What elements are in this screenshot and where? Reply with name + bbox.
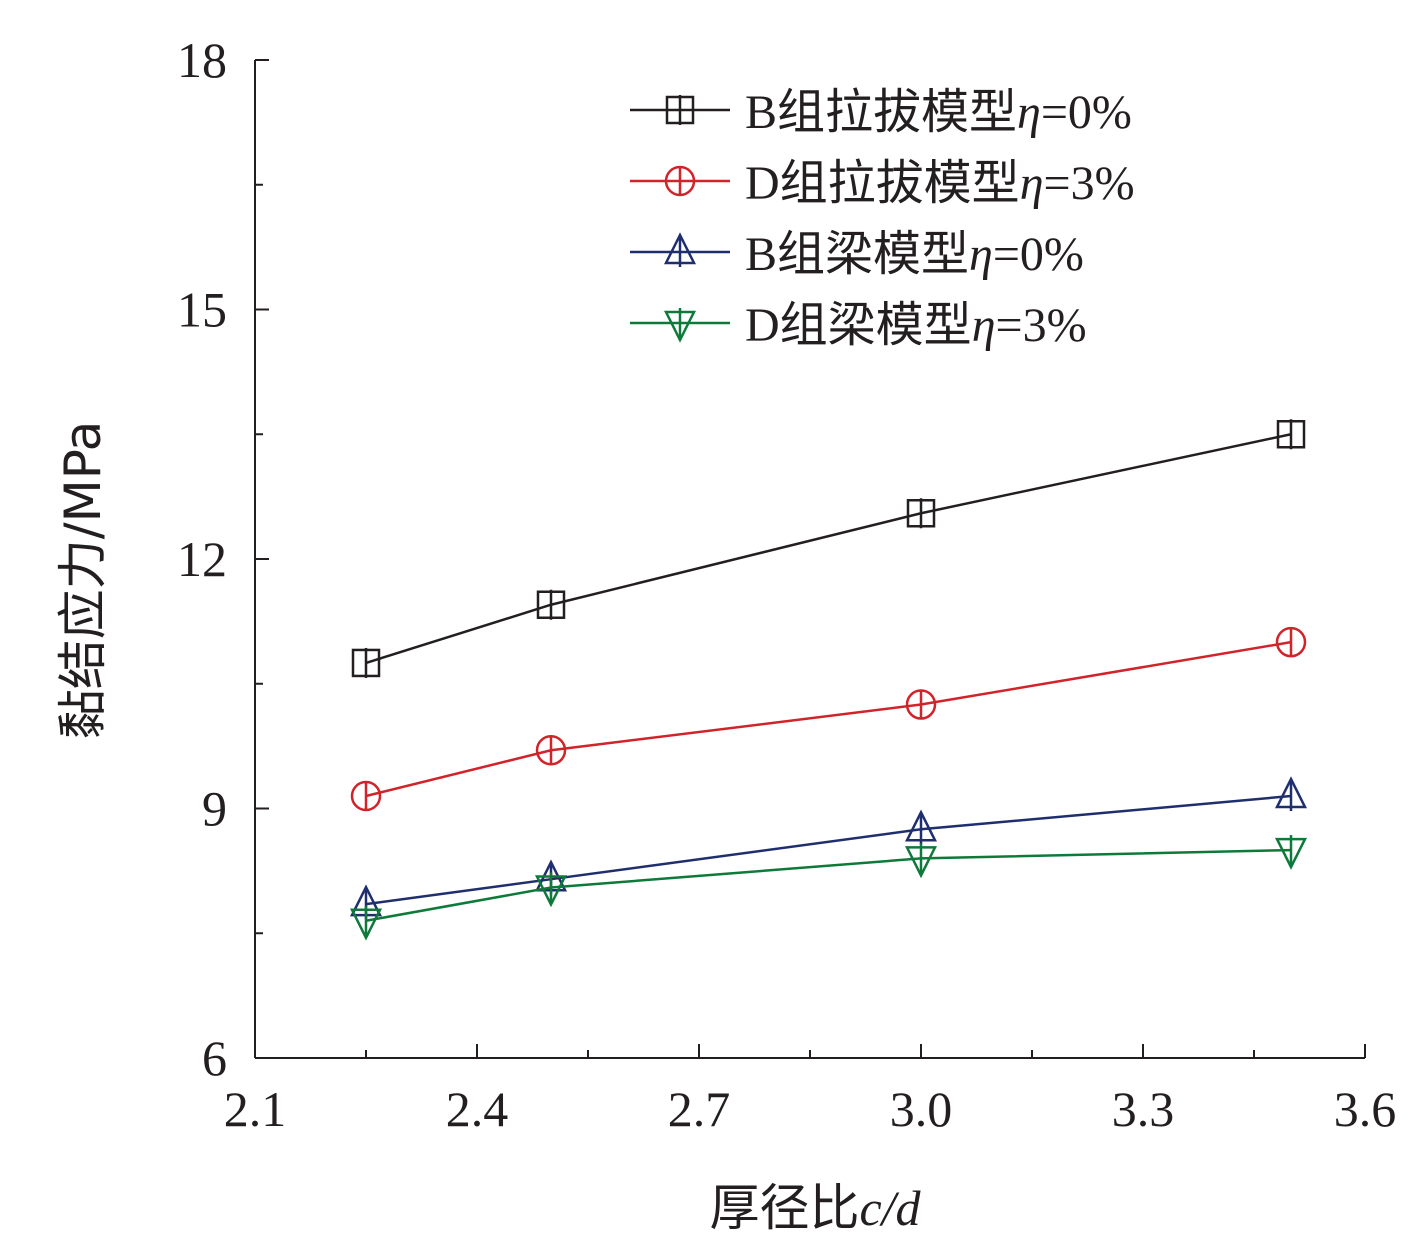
series-line (365, 640, 1292, 798)
x-tick-label: 2.4 (446, 1081, 509, 1137)
y-tick-label: 6 (202, 1030, 227, 1086)
legend-item-1: B组拉拔模型η=0% (630, 84, 1132, 140)
x-tick-label: 2.1 (224, 1081, 287, 1137)
legend-item-2: D组拉拔模型η=3% (630, 155, 1135, 211)
series-2 (350, 626, 1307, 812)
series-4 (349, 835, 1308, 941)
x-tick-label: 2.7 (668, 1081, 731, 1137)
series-line (365, 794, 1292, 906)
series-1 (351, 419, 1306, 678)
x-tick-label: 3.0 (890, 1081, 953, 1137)
legend-item-4: D组梁模型η=3% (630, 297, 1087, 353)
legend-item-3: B组梁模型η=0% (630, 226, 1084, 282)
axes: 6 9 12 15 18 2.1 2.4 2.7 3.0 3.3 3.6 (177, 32, 1396, 1137)
y-tick-label: 15 (177, 282, 227, 338)
x-axis-title: 厚径比c/d (709, 1179, 921, 1237)
legend-label: D组梁模型η=3% (745, 297, 1087, 353)
series-line (365, 848, 1292, 923)
series-layer (349, 419, 1308, 941)
x-tick-label: 3.3 (1112, 1081, 1175, 1137)
legend-label: B组梁模型η=0% (745, 226, 1084, 282)
y-tick-label: 12 (177, 531, 227, 587)
legend: B组拉拔模型η=0% D组拉拔模型η=3% B组梁模型η=0% D组梁模型η=3% (630, 84, 1135, 353)
y-tick-label: 18 (177, 32, 227, 88)
y-tick-label: 9 (202, 781, 227, 837)
y-axis-title: 黏结应力/MPa (54, 421, 112, 740)
legend-label: B组拉拔模型η=0% (745, 84, 1132, 140)
legend-label: D组拉拔模型η=3% (745, 155, 1135, 211)
x-tick-label: 3.6 (1334, 1081, 1397, 1137)
series-line (365, 433, 1292, 665)
